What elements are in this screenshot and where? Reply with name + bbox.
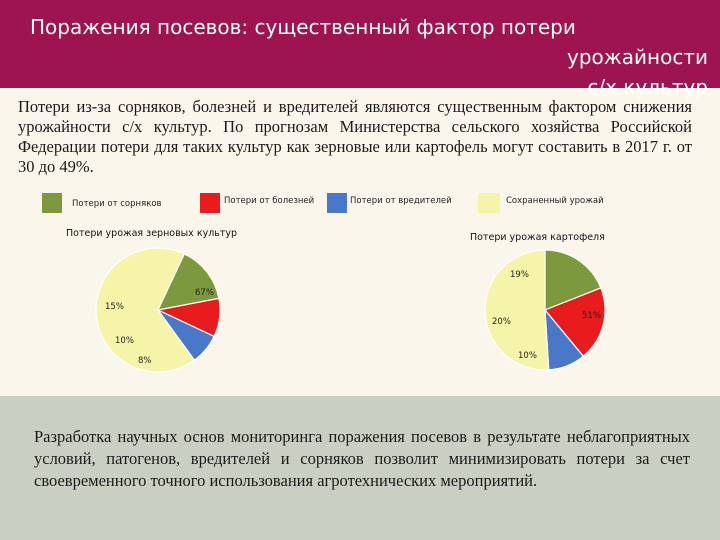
legend-label-diseases: Потери от болезней — [224, 196, 315, 206]
pie-potato-slice-saved — [484, 249, 550, 371]
footer-panel: Разработка научных основ мониторинга пор… — [0, 396, 720, 540]
legend-swatch-diseases — [200, 193, 220, 213]
chart-title-grain: Потери урожая зерновых культур — [66, 228, 238, 239]
pie-grain-slice-saved — [95, 247, 196, 373]
pie-grain-slice-pests — [157, 309, 215, 361]
page-title-line-1: Поражения посевов: существенный фактор п… — [30, 15, 708, 69]
pie-grain-label-saved: 67% — [195, 288, 214, 298]
legend-label-saved: Сохраненный урожай — [506, 196, 604, 206]
legend-label-weeds: Потери от сорняков — [72, 199, 162, 209]
legend-swatch-weeds — [42, 193, 62, 213]
footer-paragraph: Разработка научных основ мониторинга пор… — [34, 427, 690, 490]
page-title-line-2: с/х культур — [587, 75, 708, 99]
page-title: Поражения посевов: существенный фактор п… — [30, 12, 708, 102]
header-banner: Поражения посевов: существенный фактор п… — [0, 0, 720, 99]
pie-potato-label-saved: 51% — [582, 311, 601, 321]
pie-potato-slice-diseases — [544, 287, 606, 358]
legend-swatch-saved — [478, 193, 500, 213]
pie-potato-label-pests: 10% — [518, 351, 537, 361]
pie-grain-label-diseases: 10% — [115, 336, 134, 346]
pie-grain-label-pests: 8% — [138, 356, 152, 366]
legend-label-pests: Потери от вредителей — [350, 196, 452, 206]
chart-title-potato: Потери урожая картофеля — [470, 232, 605, 243]
pie-grain-label-weeds: 15% — [105, 302, 124, 312]
pie-potato-label-diseases: 20% — [492, 317, 511, 327]
pie-grain-slice-weeds — [156, 253, 220, 311]
legend-swatch-pests — [327, 193, 347, 213]
pie-potato-slice-weeds — [544, 249, 602, 311]
intro-paragraph: Потери из-за сорняков, болезней и вредит… — [18, 97, 692, 176]
pie-potato-label-weeds: 19% — [510, 270, 529, 280]
